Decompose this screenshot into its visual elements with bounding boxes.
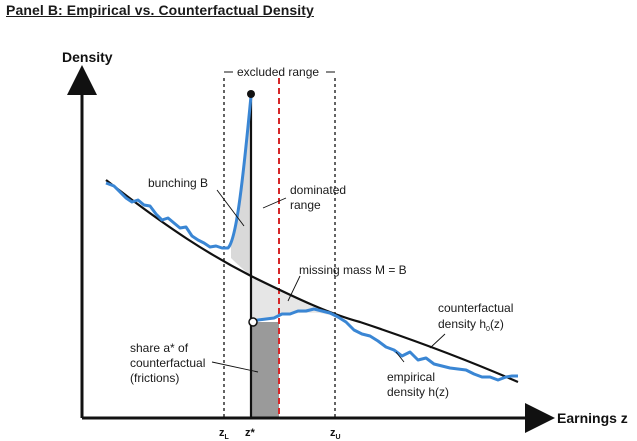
tick-z-lower: zL (219, 427, 230, 441)
bunching-label: bunching B (148, 176, 208, 190)
missing-mass-leader (287, 275, 301, 302)
empirical-label-line1: empirical (387, 370, 435, 384)
missing-mass-label: missing mass M = B (299, 263, 407, 277)
counterfactual-label-line2: density h0(z) (438, 317, 504, 333)
tick-z-star: z* (245, 427, 256, 439)
counterfactual-label-line1: counterfactual (438, 301, 513, 315)
bunching-leader (216, 189, 245, 227)
y-axis-label: Density (62, 49, 113, 65)
frictions-area (251, 322, 279, 418)
panel-title: Panel B: Empirical vs. Counterfactual De… (6, 2, 314, 18)
tick-z-upper: zU (330, 427, 341, 441)
empirical-density-curve-upper (250, 307, 518, 382)
post-notch-marker (248, 317, 258, 327)
empirical-label-line2: density h(z) (387, 385, 449, 399)
share-label-line2: counterfactual (130, 356, 205, 370)
excluded-range-label: excluded range (237, 65, 319, 79)
counterfactual-leader (429, 333, 446, 349)
x-axis-label: Earnings z (557, 410, 628, 426)
dominated-label-line1: dominated (290, 183, 346, 197)
share-label-line3: (frictions) (130, 371, 179, 385)
share-label-line1: share a* of (130, 341, 189, 355)
empirical-leader (395, 351, 405, 363)
dominated-label-line2: range (290, 198, 321, 212)
share-leader (211, 361, 259, 373)
empirical-density-curve (105, 95, 253, 250)
bunching-peak-marker (247, 90, 255, 98)
counterfactual-density-curve (105, 179, 519, 384)
dominated-leader (262, 197, 287, 209)
